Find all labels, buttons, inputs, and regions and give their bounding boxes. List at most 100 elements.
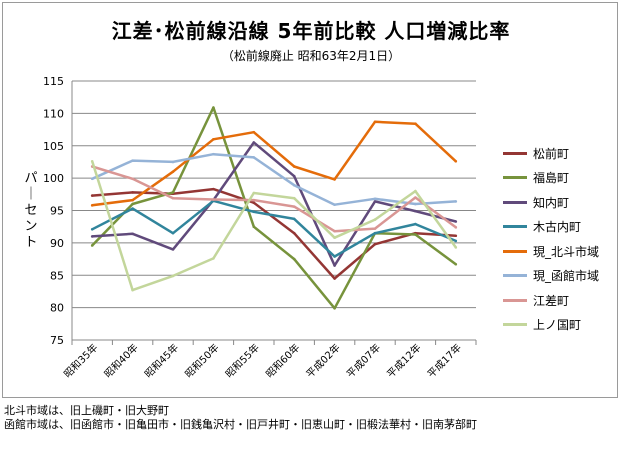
x-tick-label: 昭和40年 <box>101 341 140 380</box>
y-tick-label: 100 <box>43 172 64 185</box>
footnote-hakodate: 函館市域は、旧函館市・旧亀田市・旧銭亀沢村・旧戸井町・旧恵山町・旧椴法華村・旧南… <box>4 418 477 431</box>
legend-item: 知内町 <box>503 190 617 215</box>
legend-label: 福島町 <box>533 171 570 186</box>
chart-legend: 松前町福島町知内町木古内町現_北斗市域 現_函館市域 江差町上ノ国町 <box>503 141 617 337</box>
data-point <box>90 177 94 181</box>
data-point <box>292 217 296 221</box>
data-point <box>333 229 336 233</box>
data-point <box>333 178 336 181</box>
x-tick-label: 昭和35年 <box>61 341 100 380</box>
data-point <box>252 201 256 205</box>
y-axis-label: パ｜セント <box>23 171 39 251</box>
legend-item: 上ノ国町 <box>503 313 617 338</box>
y-tick-label: 95 <box>50 205 64 218</box>
data-point <box>171 248 175 251</box>
legend-swatch <box>503 249 527 253</box>
data-point <box>373 200 377 203</box>
data-point <box>90 159 94 163</box>
legend-label: 江差町 <box>533 293 570 308</box>
data-point <box>252 156 256 159</box>
series-line <box>92 120 457 207</box>
data-point <box>171 231 175 235</box>
data-point <box>131 232 134 236</box>
legend-swatch <box>503 323 527 327</box>
data-point <box>90 244 94 247</box>
data-point <box>454 226 458 229</box>
series-line <box>91 160 457 292</box>
data-point <box>171 196 175 200</box>
data-point <box>292 183 296 187</box>
x-tick-label: 昭和50年 <box>182 341 221 380</box>
footnote-hokuto: 北斗市域は、旧上磯町・旧大野町 <box>4 404 169 417</box>
data-point <box>131 159 134 162</box>
chart-subtitle: （松前線廃止 昭和63年2月1日） <box>221 49 401 63</box>
data-point <box>252 191 256 195</box>
legend-swatch <box>503 151 527 155</box>
series-line <box>91 106 457 310</box>
y-tick-label: 85 <box>50 269 64 282</box>
data-point <box>454 159 458 163</box>
legend-item: 現_北斗市域 <box>503 239 617 264</box>
data-point <box>212 187 215 191</box>
data-point <box>131 198 134 202</box>
data-point <box>252 225 256 228</box>
data-point <box>292 196 296 200</box>
data-point <box>131 177 134 181</box>
series-line <box>91 152 456 206</box>
data-point <box>414 202 417 206</box>
y-tick-label: 115 <box>43 75 64 88</box>
data-point <box>454 220 458 223</box>
data-point <box>171 160 175 164</box>
legend-label: 木古内町 <box>533 220 582 235</box>
data-point <box>252 141 256 144</box>
y-tick-label: 110 <box>43 107 64 120</box>
data-point <box>131 288 134 292</box>
legend-label: 現_北斗市域 <box>533 244 600 259</box>
data-point <box>373 120 377 124</box>
data-point <box>333 306 336 310</box>
data-point <box>454 234 458 238</box>
data-point <box>333 236 336 239</box>
data-point <box>373 227 377 230</box>
legend-item: 江差町 <box>503 288 617 313</box>
data-point <box>373 242 377 246</box>
data-point <box>414 196 417 199</box>
chart-title: 江差･松前線沿線 5年前比較 人口増減比率 <box>111 19 511 43</box>
data-point <box>212 137 215 141</box>
data-point <box>131 202 134 206</box>
legend-item: 福島町 <box>503 166 617 191</box>
x-tick-label: 平成12年 <box>384 341 423 380</box>
y-tick-label: 105 <box>43 140 64 153</box>
series-line <box>91 165 457 233</box>
data-point <box>333 203 336 206</box>
legend-swatch <box>503 274 527 278</box>
legend-label: 現_函館市域 <box>533 269 600 284</box>
data-point <box>212 106 215 109</box>
data-point <box>454 246 458 249</box>
legend-item: 現_函館市域 <box>503 264 617 289</box>
data-point <box>414 233 417 236</box>
data-point <box>171 274 175 278</box>
data-point <box>171 170 175 173</box>
series-line <box>91 199 457 258</box>
data-point <box>90 194 94 197</box>
data-point <box>252 198 256 202</box>
data-point <box>292 165 296 168</box>
data-point <box>292 174 296 178</box>
legend-label: 松前町 <box>533 146 570 161</box>
data-point <box>252 210 256 214</box>
data-point <box>454 200 458 203</box>
data-point <box>131 191 134 194</box>
data-point <box>292 257 296 261</box>
data-point <box>90 204 94 207</box>
y-tick-label: 90 <box>50 237 64 250</box>
data-point <box>373 231 377 235</box>
y-tick-label: 80 <box>50 302 64 315</box>
data-point <box>212 152 215 156</box>
series-line <box>92 187 456 280</box>
data-point <box>373 197 377 201</box>
footnotes: 北斗市域は、旧上磯町・旧大野町 函館市域は、旧函館市・旧亀田市・旧銭亀沢村・旧戸… <box>4 404 477 432</box>
legend-swatch <box>503 298 527 302</box>
legend-label: 知内町 <box>533 195 570 210</box>
